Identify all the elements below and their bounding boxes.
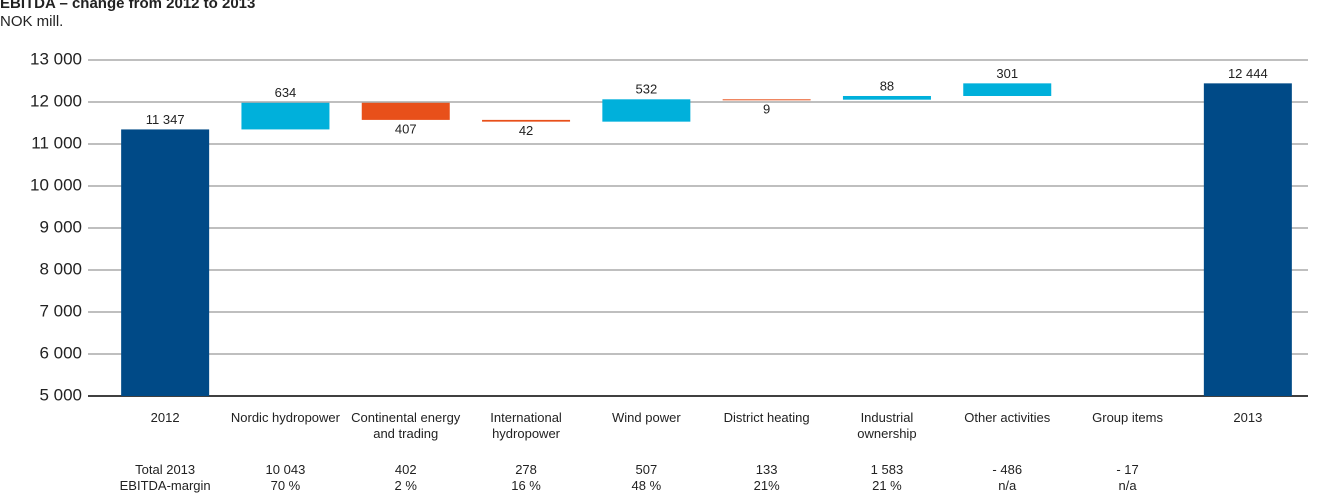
x-tick-label: 2013 (1233, 410, 1263, 425)
table-cell: 16 % (511, 478, 541, 493)
bar (842, 95, 931, 100)
x-tick-label: Industrial ownership (857, 410, 917, 441)
table-cell: 133 (755, 462, 778, 477)
table-cell: 278 (515, 462, 537, 477)
y-tick-label: 5 000 (39, 385, 82, 404)
data-label: 301 (996, 66, 1018, 81)
y-tick-label: 9 000 (39, 217, 82, 236)
table-cell: 48 % (631, 478, 662, 493)
y-tick-label: 7 000 (39, 301, 82, 320)
y-tick-label: 11 000 (31, 133, 82, 152)
bar (963, 83, 1052, 96)
y-tick-label: 8 000 (39, 259, 82, 278)
table-cell: - 17 (1116, 462, 1139, 477)
table-cell: 507 (635, 462, 658, 477)
table-cell: n/a (1118, 478, 1137, 493)
data-label: 9 (763, 102, 770, 117)
y-tick-label: 13 000 (30, 49, 82, 68)
y-tick-label: 12 000 (30, 91, 82, 110)
table-cell: 21% (753, 478, 780, 493)
bar (241, 102, 330, 130)
bar (602, 99, 691, 122)
table-cell: 402 (394, 462, 417, 477)
table-row-label: Total 2013 (135, 462, 196, 477)
data-label: 634 (275, 85, 297, 100)
data-label: 12 444 (1228, 66, 1268, 81)
table-cell: 70 % (270, 478, 301, 493)
data-label: 532 (635, 82, 657, 97)
y-tick-label: 6 000 (39, 343, 82, 362)
table-cell: - 486 (992, 462, 1023, 477)
bar (121, 129, 210, 396)
x-tick-label: Continental energy and trading (351, 410, 461, 441)
table-row-label: EBITDA-margin (119, 478, 211, 493)
chart-title: EBITDA – change from 2012 to 2013 (0, 0, 255, 12)
table-cell: 2 % (394, 478, 417, 493)
table-cell: n/a (998, 478, 1017, 493)
bar (722, 99, 811, 101)
x-tick-label: District heating (723, 410, 810, 425)
x-tick-label: International hydropower (490, 410, 562, 441)
table-cell: 1 583 (870, 462, 904, 477)
table-cell: 10 043 (265, 462, 306, 477)
x-tick-label: Nordic hydropower (230, 410, 340, 425)
bar (1203, 83, 1292, 397)
data-label: 42 (519, 123, 533, 138)
y-tick-label: 10 000 (30, 175, 82, 194)
x-tick-label: Other activities (964, 410, 1051, 425)
chart-subtitle: NOK mill. (0, 13, 63, 30)
bar (482, 119, 571, 122)
bar (361, 102, 450, 120)
x-tick-label: 2012 (150, 410, 180, 425)
x-tick-label: Group items (1092, 410, 1163, 425)
data-label: 11 347 (146, 112, 185, 127)
data-label: 407 (395, 121, 417, 136)
data-label: 88 (880, 78, 894, 93)
table-cell: 21 % (872, 478, 902, 493)
x-tick-label: Wind power (612, 410, 681, 425)
